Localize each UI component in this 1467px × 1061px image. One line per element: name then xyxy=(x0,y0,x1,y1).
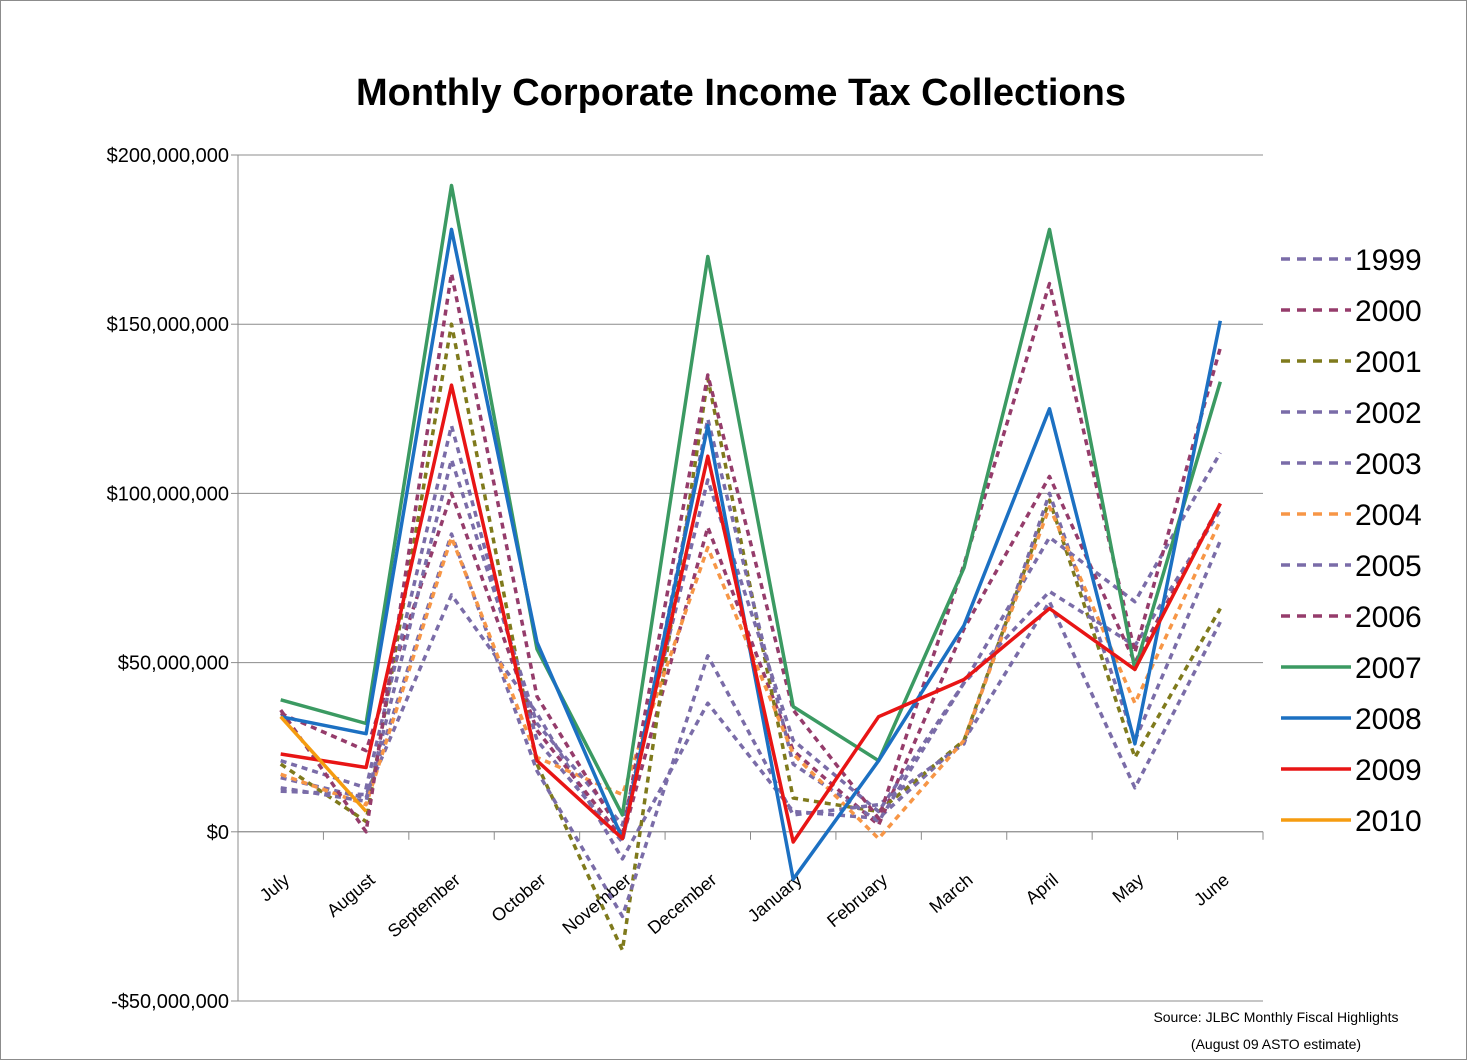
series-line-2005 xyxy=(280,457,1222,827)
y-tick-label: $0 xyxy=(207,822,229,844)
x-tick-label: December xyxy=(644,870,720,939)
legend: 1999 2000 2001 2002 2003 2004 2005 2006 2007 2008… xyxy=(1281,244,1422,838)
legend-label-1999: 1999 xyxy=(1355,244,1422,277)
legend-label-2007: 2007 xyxy=(1355,652,1422,685)
series-line-2001 xyxy=(279,322,1222,952)
x-tick-label: August xyxy=(323,870,379,921)
legend-label-2001: 2001 xyxy=(1355,346,1422,379)
series-line-2009 xyxy=(280,383,1222,844)
legend-label-2004: 2004 xyxy=(1355,499,1422,532)
series-line-2007 xyxy=(280,183,1222,817)
x-tick-label: July xyxy=(256,870,293,906)
legend-label-2009: 2009 xyxy=(1355,754,1422,787)
series-line-2000 xyxy=(280,474,1222,841)
y-tick-label: -$50,000,000 xyxy=(111,991,229,1013)
legend-label-2005: 2005 xyxy=(1355,550,1422,583)
series-lines xyxy=(279,183,1223,952)
series-line-2004 xyxy=(280,505,1222,841)
x-tick-label: May xyxy=(1109,870,1148,907)
series-line-1999 xyxy=(280,593,1222,861)
y-tick-label: $150,000,000 xyxy=(107,314,229,336)
legend-label-2006: 2006 xyxy=(1355,601,1422,634)
legend-label-2003: 2003 xyxy=(1355,448,1422,481)
x-tick-label: April xyxy=(1022,870,1062,908)
chart-title: Monthly Corporate Income Tax Collections xyxy=(356,72,1126,114)
x-tick-label: October xyxy=(488,870,550,926)
axes xyxy=(237,155,1264,1001)
x-axis-ticks: July August September October November Decemb… xyxy=(256,870,1233,942)
source-line-1: Source: JLBC Monthly Fiscal Highlights xyxy=(1153,1009,1398,1025)
legend-label-2008: 2008 xyxy=(1355,703,1422,736)
x-tick-label: June xyxy=(1190,870,1233,910)
y-tick-label: $50,000,000 xyxy=(118,653,229,675)
x-tick-label: March xyxy=(925,870,976,917)
x-tick-label: November xyxy=(558,870,634,939)
series-line-2002 xyxy=(280,491,1222,919)
x-tick-label: January xyxy=(744,870,806,926)
series-line-2006 xyxy=(279,271,1222,837)
legend-label-2000: 2000 xyxy=(1355,295,1422,328)
x-tick-label: February xyxy=(823,870,891,932)
legend-label-2010: 2010 xyxy=(1355,805,1422,838)
y-tick-label: $100,000,000 xyxy=(107,483,229,505)
x-tick-label: September xyxy=(384,870,464,942)
y-axis-ticks: $200,000,000 $150,000,000 $100,000,000 $50,… xyxy=(107,145,238,1013)
series-line-2008 xyxy=(280,227,1223,881)
series-line-2003 xyxy=(280,417,1222,844)
y-tick-label: $200,000,000 xyxy=(107,145,229,167)
source-line-2: (August 09 ASTO estimate) xyxy=(1191,1036,1361,1052)
series-line-2010 xyxy=(279,715,368,813)
legend-label-2002: 2002 xyxy=(1355,397,1422,430)
